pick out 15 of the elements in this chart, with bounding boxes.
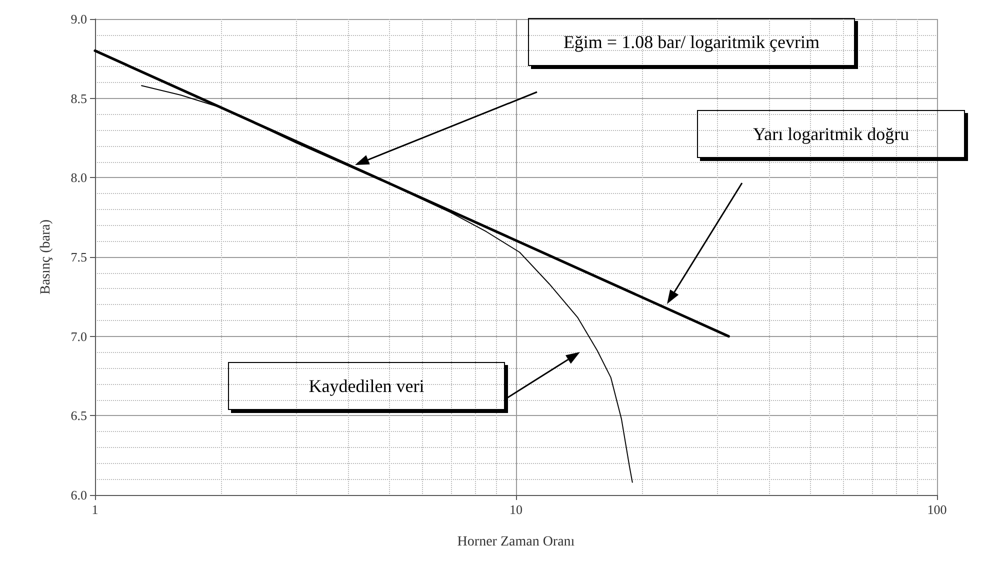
y-tick-label: 6.0	[70, 488, 87, 502]
y-tick-label: 7.0	[70, 328, 87, 344]
x-tick-label: 10	[510, 502, 522, 517]
y-tick-label: 9.0	[70, 12, 87, 26]
x-tick-label: 100	[927, 502, 947, 517]
y-tick-label: 7.5	[70, 250, 87, 264]
y-tick-label: 6.5	[70, 408, 87, 424]
annotation: Eğim = 1.08 bar/ logaritmik çevrim	[563, 32, 820, 52]
annotation: Yarı logaritmik doğru	[752, 124, 910, 144]
y-tick-label: 8.0	[70, 170, 87, 186]
x-axis-title: Horner Zaman Oranı	[457, 534, 575, 550]
y-tick-label: 8.5	[70, 90, 87, 106]
x-tick-label: 1	[92, 502, 98, 517]
y-axis-title: Basınç (bara)	[38, 219, 54, 295]
annotation: Kaydedilen veri	[308, 376, 424, 396]
